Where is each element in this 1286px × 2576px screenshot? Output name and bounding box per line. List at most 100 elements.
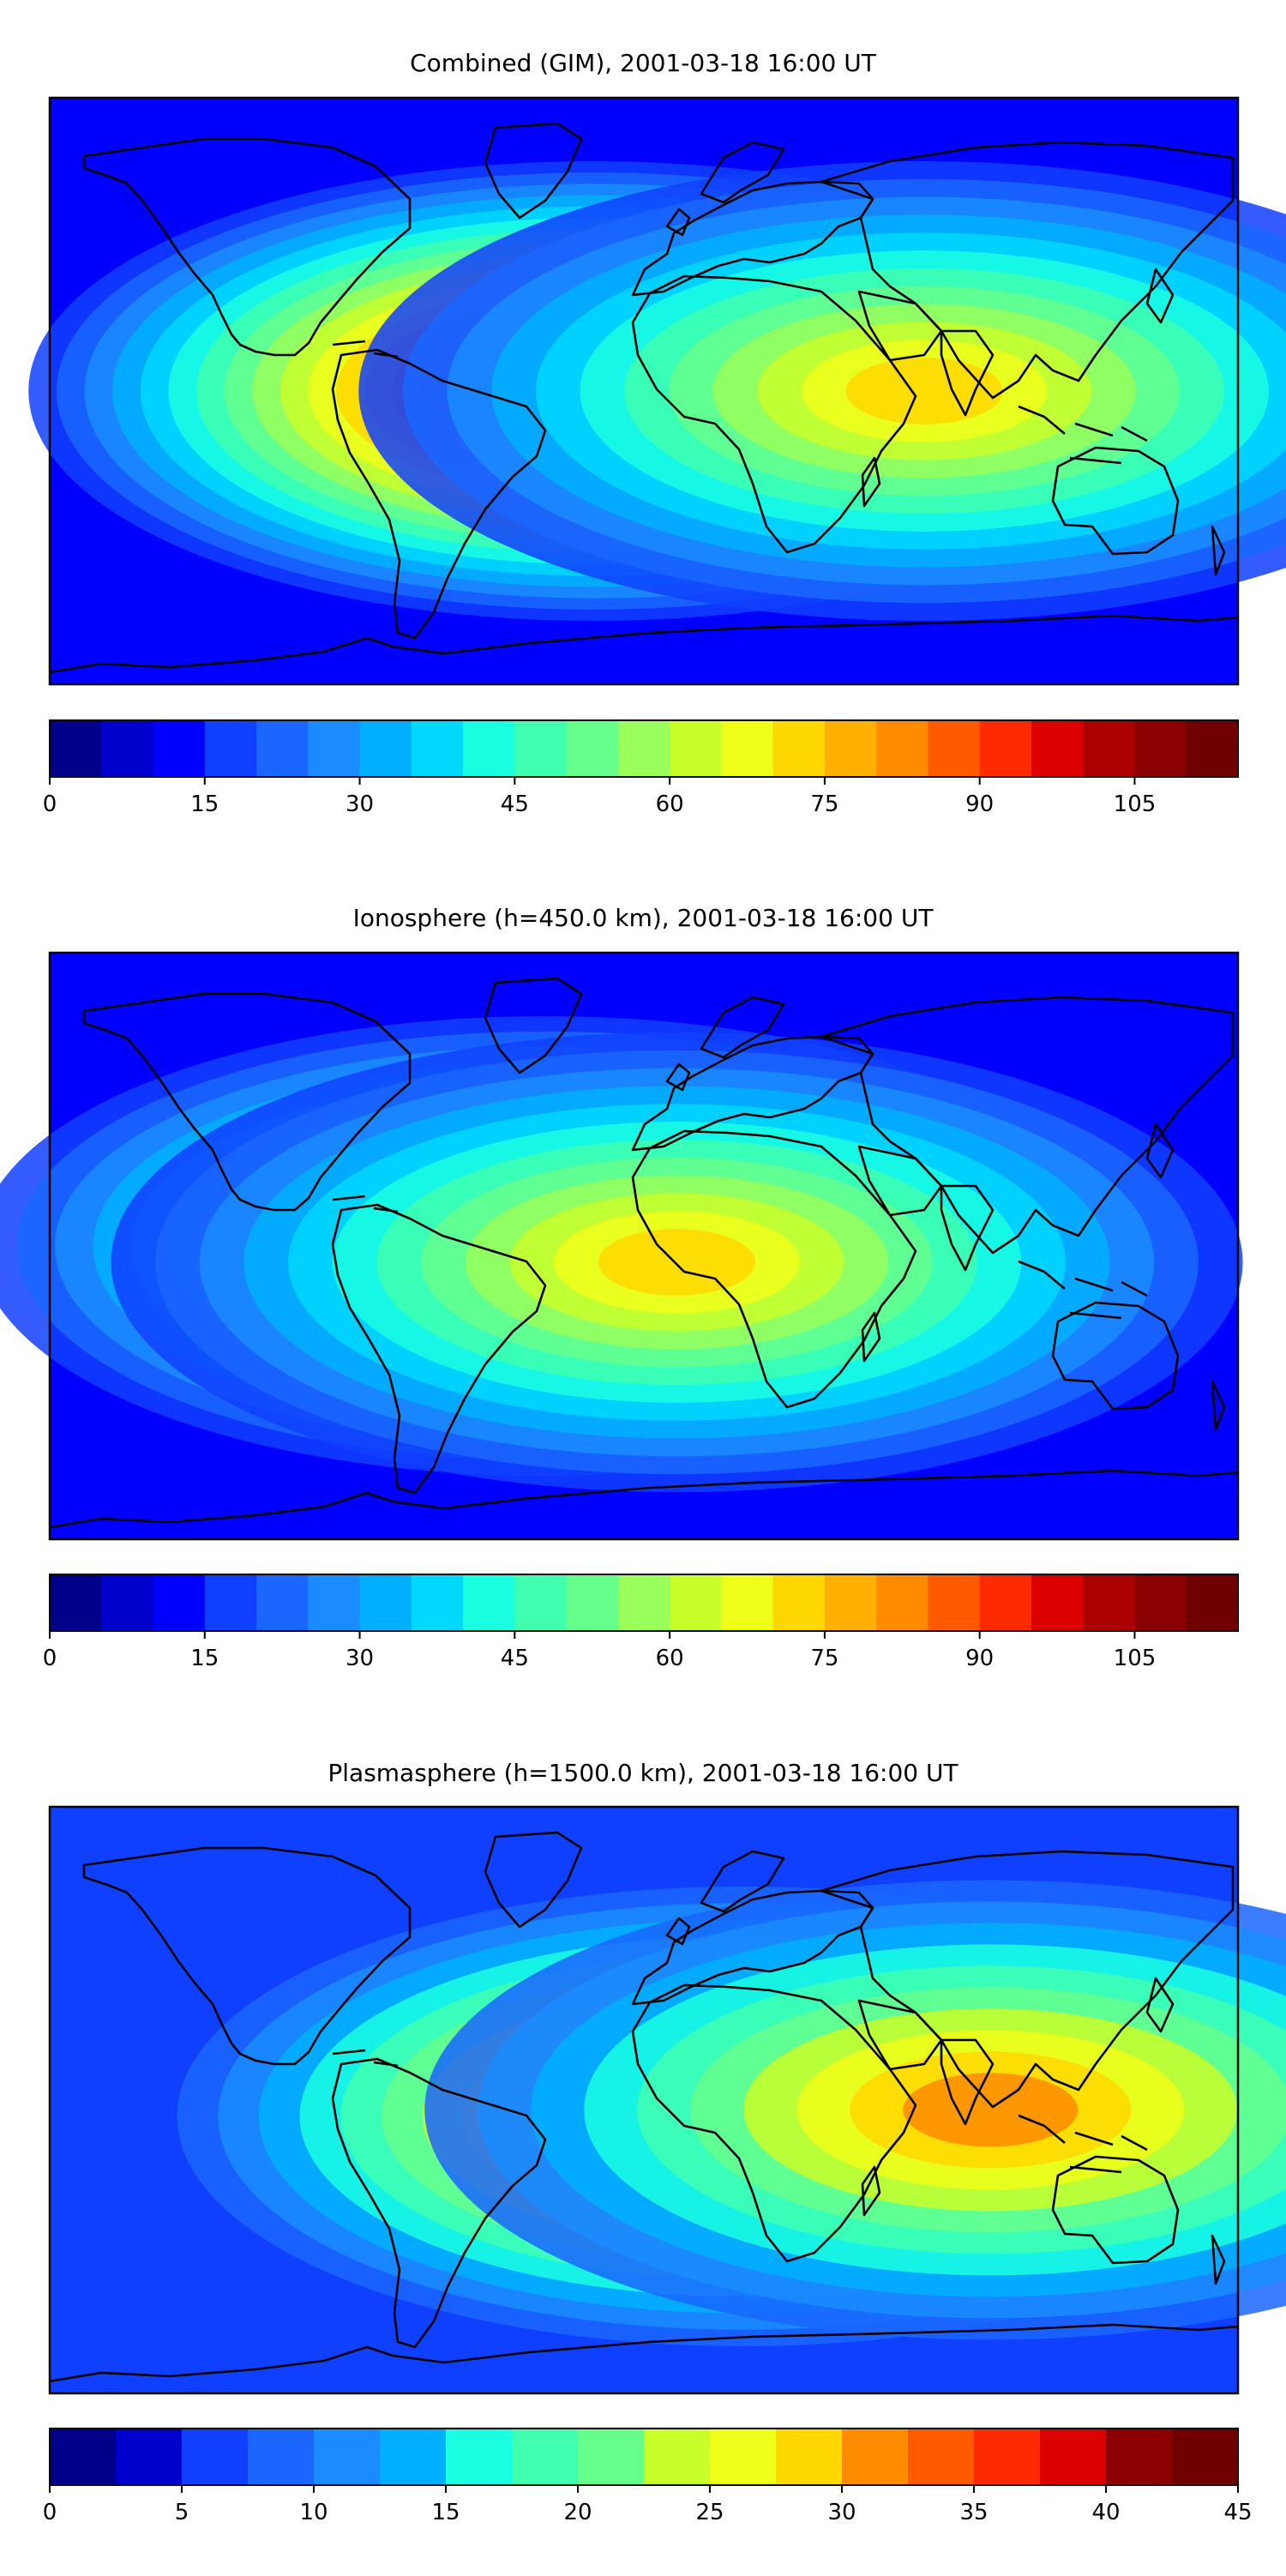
colorbar-segment	[670, 720, 722, 777]
panel-plasmasphere: Plasmasphere (h=1500.0 km), 2001-03-18 1…	[43, 1759, 1286, 2525]
colorbar-segment	[670, 1574, 722, 1631]
colorbar-segment	[908, 2429, 975, 2485]
colorbar-segment	[50, 1574, 102, 1631]
tec-map	[28, 98, 1286, 684]
colorbar-segment	[876, 1574, 928, 1631]
colorbar-tick-label: 10	[299, 2500, 328, 2525]
colorbar-segment	[1187, 1574, 1239, 1631]
colorbar-tick-label: 25	[695, 2500, 724, 2525]
colorbar-segment	[514, 1574, 567, 1631]
colorbar-tick-label: 15	[190, 791, 219, 817]
colorbar-segment	[773, 1574, 826, 1631]
colorbar-segment	[721, 720, 773, 777]
colorbar-tick-label: 0	[43, 2500, 57, 2525]
colorbar: 0 15 30 45 60 75 90 105	[43, 720, 1239, 817]
colorbar-segment	[308, 1574, 360, 1631]
colorbar-segment	[248, 2429, 315, 2485]
colorbar-tick-label: 15	[431, 2500, 460, 2525]
colorbar-segment	[1083, 1574, 1135, 1631]
colorbar-segment	[825, 1574, 877, 1631]
colorbar-segment	[567, 720, 619, 777]
colorbar-tick-label: 5	[175, 2500, 189, 2525]
colorbar-segment	[101, 1574, 153, 1631]
colorbar-segment	[567, 1574, 619, 1631]
panel-title: Plasmasphere (h=1500.0 km), 2001-03-18 1…	[328, 1759, 958, 1787]
colorbar-segment	[463, 1574, 515, 1631]
colorbar-segment	[153, 720, 206, 777]
colorbar-segment	[980, 720, 1032, 777]
colorbar-tick-label: 90	[965, 791, 994, 817]
panel-title: Combined (GIM), 2001-03-18 16:00 UT	[410, 49, 877, 77]
colorbar-segment	[842, 2429, 909, 2485]
colorbar-segment	[578, 2429, 645, 2485]
colorbar-tick-label: 40	[1091, 2500, 1120, 2525]
colorbar-segment	[1106, 2429, 1173, 2485]
panel-title: Ionosphere (h=450.0 km), 2001-03-18 16:0…	[353, 904, 934, 932]
panel-ionosphere: Ionosphere (h=450.0 km), 2001-03-18 16:0…	[0, 904, 1243, 1671]
colorbar-tick-label: 45	[501, 1646, 529, 1671]
colorbar-segment	[1134, 1574, 1187, 1631]
colorbar-segment	[974, 2429, 1041, 2485]
tec-contour-level	[846, 358, 1003, 424]
colorbar-tick-label: 105	[1114, 791, 1157, 817]
colorbar-segment	[618, 720, 670, 777]
colorbar-segment	[446, 2429, 513, 2485]
colorbar-segment	[980, 1574, 1032, 1631]
colorbar-segment	[776, 2429, 843, 2485]
colorbar-segment	[512, 2429, 579, 2485]
colorbar-segment	[412, 1574, 464, 1631]
colorbar-tick-label: 30	[346, 1646, 374, 1671]
colorbar-segment	[1040, 2429, 1107, 2485]
colorbar-tick-label: 15	[190, 1646, 219, 1671]
colorbar-tick-label: 75	[810, 1646, 838, 1671]
colorbar-segment	[380, 2429, 447, 2485]
colorbar-tick-label: 0	[43, 791, 57, 817]
colorbar-tick-label: 60	[656, 791, 684, 817]
colorbar-tick-label: 30	[827, 2500, 856, 2525]
colorbar-segment	[256, 1574, 309, 1631]
colorbar-segment	[618, 1574, 670, 1631]
colorbar-segment	[412, 720, 464, 777]
colorbar-segment	[1031, 1574, 1084, 1631]
tec-map	[0, 953, 1243, 1539]
colorbar-segment	[463, 720, 515, 777]
colorbar-segment	[721, 1574, 773, 1631]
colorbar-segment	[360, 720, 412, 777]
panel-combined-gim: Combined (GIM), 2001-03-18 16:00 UT 0 15 3…	[28, 49, 1286, 817]
colorbar-segment	[116, 2429, 183, 2485]
colorbar-segment	[644, 2429, 711, 2485]
colorbar-segment	[1172, 2429, 1239, 2485]
colorbar-segment	[928, 1574, 980, 1631]
colorbar-segment	[205, 1574, 257, 1631]
colorbar-segment	[514, 720, 567, 777]
colorbar-segment	[182, 2429, 249, 2485]
colorbar-tick-label: 35	[959, 2500, 988, 2525]
tec-contour-level	[598, 1229, 755, 1296]
colorbar-segment	[773, 720, 826, 777]
colorbar-segment	[360, 1574, 412, 1631]
colorbar-segment	[1187, 720, 1239, 777]
tec-map	[50, 1807, 1286, 2393]
colorbar-tick-label: 30	[346, 791, 374, 817]
tec-contour-level	[903, 2073, 1078, 2146]
colorbar-segment	[1031, 720, 1084, 777]
colorbar-segment	[876, 720, 928, 777]
colorbar-segment	[256, 720, 309, 777]
colorbar-tick-label: 90	[965, 1646, 994, 1671]
colorbar-tick-label: 60	[656, 1646, 684, 1671]
colorbar-segment	[50, 2429, 117, 2485]
colorbar-segment	[205, 720, 257, 777]
colorbar-segment	[308, 720, 360, 777]
colorbar-segment	[101, 720, 153, 777]
colorbar-segment	[314, 2429, 381, 2485]
colorbar-segment	[710, 2429, 777, 2485]
colorbar-tick-label: 45	[1223, 2500, 1252, 2525]
colorbar-segment	[1134, 720, 1187, 777]
colorbar-tick-label: 0	[43, 1646, 57, 1671]
colorbar-segment	[825, 720, 877, 777]
colorbar-tick-label: 45	[501, 791, 529, 817]
colorbar-tick-label: 75	[810, 791, 838, 817]
